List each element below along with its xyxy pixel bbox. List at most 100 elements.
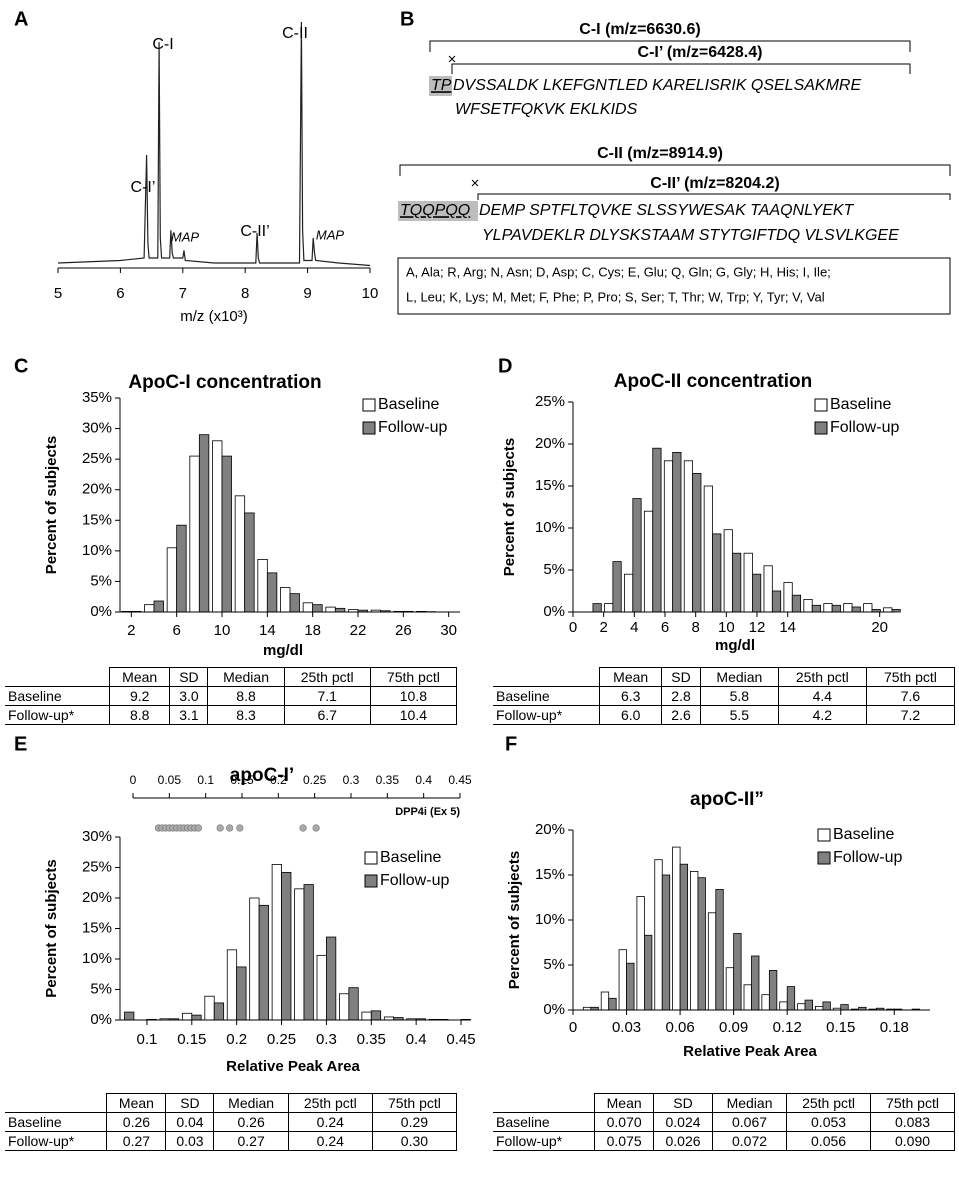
protein-title: C-II (m/z=8914.9) [597, 145, 723, 162]
y-axis-label: Percent of subjects [43, 436, 60, 574]
cell: 0.24 [287, 1112, 373, 1132]
x-tick-label: 14 [779, 619, 796, 636]
legend-swatch [814, 398, 828, 412]
bar [771, 590, 782, 613]
cell: 10.4 [369, 705, 458, 725]
bar [763, 565, 773, 613]
y-tick-label: 10% [82, 542, 112, 559]
x-tick-label: 2 [127, 622, 135, 639]
bar [226, 949, 238, 1021]
removed-residues-box [429, 76, 452, 96]
x-tick-label: 5 [54, 285, 62, 302]
cell: 0.070 [594, 1112, 655, 1132]
bar [883, 607, 893, 613]
data-row: Follow-up* 8.8 3.1 8.3 6.7 10.4 [5, 705, 458, 725]
legend-swatch [362, 421, 376, 435]
bar [751, 955, 760, 1011]
column-header: Mean [599, 667, 663, 687]
x-axis-label: mg/dl [263, 642, 303, 659]
cell: 4.4 [777, 686, 867, 706]
column-header: Median [699, 667, 779, 687]
header-row: Mean SD Median 25th pctl 75th pctl [493, 1093, 955, 1113]
strip-tick-label: 0.35 [376, 773, 400, 787]
strip-dot [194, 824, 202, 832]
y-tick-label: 0% [90, 1011, 112, 1028]
bar [804, 999, 813, 1011]
cell: 2.8 [661, 686, 701, 706]
chart-title: apoC-I’ [230, 765, 294, 786]
abbreviation-box [397, 257, 951, 315]
cell: 5.5 [699, 705, 779, 725]
bar [271, 864, 282, 1021]
x-axis-label: m/z (x10³) [180, 308, 248, 325]
x-tick-label: 26 [395, 622, 412, 639]
x-tick-label: 0.12 [773, 1019, 802, 1036]
bar [281, 871, 292, 1021]
bar [604, 603, 614, 613]
row-label: Follow-up* [5, 705, 110, 725]
bar [891, 609, 901, 613]
removed-residues-box [398, 201, 478, 221]
y-tick-label: 5% [543, 956, 565, 973]
bar [600, 991, 610, 1011]
bar [732, 552, 742, 613]
x-axis-label: Relative Peak Area [226, 1058, 360, 1075]
peak-annotation: C-I [152, 36, 173, 53]
removed-residues: TP [431, 77, 452, 94]
strip-tick-label: 0.3 [343, 773, 360, 787]
x-tick-label: 6 [116, 285, 124, 302]
row-label: Baseline [493, 1112, 596, 1132]
bar [608, 997, 617, 1011]
bar [791, 594, 802, 613]
bar [370, 1010, 382, 1021]
bar [743, 984, 752, 1011]
bar [851, 606, 861, 613]
bar [234, 495, 246, 613]
bar [779, 1001, 788, 1011]
data-row: Follow-up* 0.27 0.03 0.27 0.24 0.30 [5, 1131, 458, 1151]
bar [624, 573, 634, 613]
x-tick-label: 10 [214, 622, 231, 639]
cell: 0.024 [653, 1112, 713, 1132]
cell: 0.29 [371, 1112, 458, 1132]
peak-annotation: C-II [282, 25, 308, 42]
legend-swatch [814, 421, 828, 435]
x-tick-label: 10 [718, 619, 735, 636]
legend-swatch [817, 828, 831, 842]
spectrum-line [57, 21, 371, 267]
column-header: Mean [106, 1093, 167, 1113]
legend-label: Baseline [380, 849, 441, 866]
cell: 0.27 [213, 1131, 289, 1151]
bar [181, 1012, 193, 1021]
data-row: Baseline 0.070 0.024 0.067 0.053 0.083 [493, 1112, 955, 1132]
cell: 0.083 [870, 1112, 955, 1132]
y-tick-label: 15% [535, 866, 565, 883]
cell: 8.8 [108, 705, 171, 725]
chart-title: apoC-II” [690, 789, 764, 810]
legend-label: Follow-up [378, 419, 447, 436]
sequence-line: WFSETFQKVK EKLKIDS [455, 101, 638, 118]
bar [236, 966, 247, 1021]
y-tick-label: 10% [82, 950, 112, 967]
panel-label: B [400, 8, 414, 30]
bar [592, 603, 602, 613]
legend-swatch [364, 874, 378, 888]
bar [153, 600, 164, 613]
cell: 4.2 [777, 705, 867, 725]
column-header: 75th pctl [369, 667, 458, 687]
bar [191, 1014, 202, 1021]
header-row: Mean SD Median 25th pctl 75th pctl [5, 667, 458, 687]
sequence-line: DVSSALDK LKEFGNTLED KARELISRIK QSELSAKMR… [453, 77, 861, 94]
row-label: Follow-up* [493, 705, 601, 725]
y-axis-label: Percent of subjects [506, 851, 523, 989]
header-row: Mean SD Median 25th pctl 75th pctl [5, 1093, 458, 1113]
legend-swatch [362, 398, 376, 412]
bar [326, 936, 337, 1021]
bar [652, 447, 662, 613]
cleavage-mark [471, 179, 479, 187]
bar [339, 993, 350, 1021]
cell: 0.24 [287, 1131, 373, 1151]
protein-title: C-I (m/z=6630.6) [579, 21, 700, 38]
legend-label: Follow-up [830, 419, 899, 436]
